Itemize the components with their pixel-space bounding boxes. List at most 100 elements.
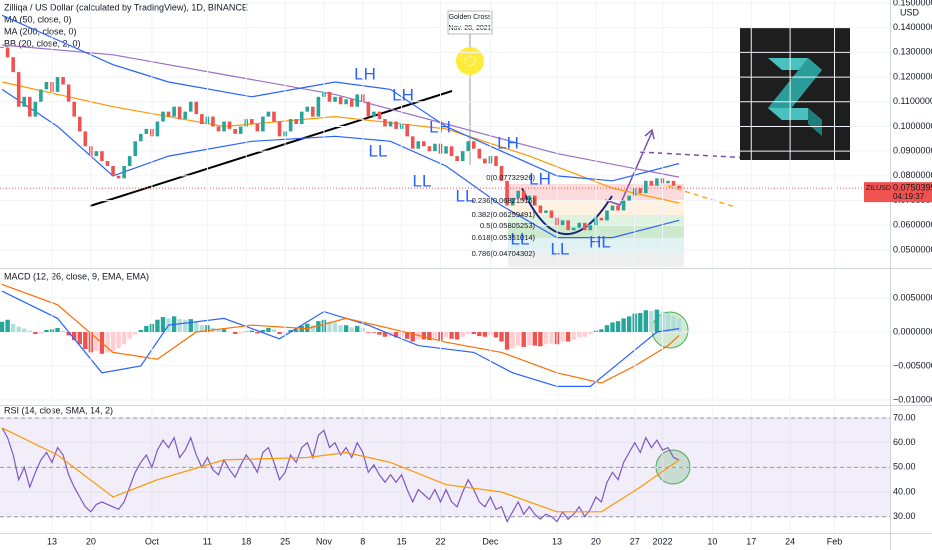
candle	[671, 180, 676, 186]
candle	[538, 205, 543, 213]
y-tick-label: 0.05000000	[893, 244, 932, 254]
x-tick-label: 20	[591, 536, 601, 546]
histogram-bar	[10, 323, 16, 333]
histogram-bar	[127, 332, 132, 339]
candle	[183, 111, 187, 120]
histogram-bar	[499, 332, 504, 342]
histogram-bar	[299, 325, 304, 333]
y-tick-label: 60.00	[893, 437, 916, 447]
x-tick-label: 2022	[652, 536, 672, 546]
candle	[388, 121, 393, 127]
candle	[527, 195, 532, 201]
candle	[516, 190, 520, 199]
histogram-bar	[55, 327, 60, 333]
candle	[116, 175, 121, 179]
golden-cross-marker	[456, 47, 484, 75]
histogram-bar	[443, 332, 449, 338]
candle	[666, 180, 670, 184]
histogram-bar	[393, 332, 399, 338]
candle	[372, 111, 376, 117]
histogram-bar	[22, 328, 27, 333]
histogram-bar	[160, 317, 166, 333]
candle	[416, 141, 421, 149]
histogram-bar	[366, 332, 371, 333]
y-tick-label: −0.00500000	[893, 360, 932, 370]
histogram-bar	[155, 319, 160, 333]
histogram-bar	[671, 315, 676, 333]
ma200-projection	[639, 151, 751, 159]
histogram-bar	[454, 332, 460, 340]
histogram-bar	[144, 325, 149, 333]
y-tick-label: 30.00	[893, 511, 916, 521]
histogram-bar	[133, 332, 138, 335]
candle	[327, 91, 332, 102]
histogram-bar	[510, 332, 515, 349]
pattern-label: LL	[551, 239, 570, 258]
fib-label: 0.786(0.04704302)	[472, 249, 536, 258]
y-tick-label: 70.00	[893, 412, 916, 422]
histogram-bar	[71, 332, 77, 341]
candle	[477, 148, 482, 159]
histogram-bar	[293, 329, 299, 333]
histogram-bar	[310, 325, 316, 333]
fib-label: 0.618(0.05351014)	[472, 233, 536, 242]
legend-entry: MA (200, close, 0)	[4, 26, 77, 36]
candle	[127, 156, 132, 166]
candle	[77, 116, 82, 132]
histogram-bar	[0, 321, 5, 333]
candle	[22, 96, 27, 107]
histogram-bar	[260, 329, 266, 333]
candle	[161, 111, 165, 122]
histogram-bar	[38, 332, 44, 334]
candle	[44, 82, 49, 90]
logo-shape	[768, 58, 822, 120]
candle	[655, 178, 659, 186]
histogram-bar	[349, 327, 354, 333]
candle	[138, 133, 143, 142]
candle	[222, 121, 226, 132]
histogram-bar	[194, 321, 199, 333]
callout-box	[447, 10, 493, 35]
candle	[100, 151, 104, 162]
series-line	[1, 427, 680, 524]
candle	[677, 185, 681, 189]
histogram-bar	[255, 332, 260, 334]
candle	[460, 151, 465, 162]
histogram-bar	[432, 332, 438, 339]
histogram-bar	[188, 319, 193, 333]
candle	[316, 96, 321, 117]
histogram-bar	[371, 332, 377, 333]
candle	[122, 165, 126, 179]
y-tick-label: 0.11000000	[893, 96, 932, 106]
x-tick-label: 27	[630, 536, 640, 546]
candle	[238, 126, 243, 134]
histogram-bar	[565, 332, 571, 342]
histogram-bar	[421, 332, 427, 340]
histogram-bar	[643, 310, 649, 333]
histogram-bar	[410, 332, 415, 342]
candle	[433, 143, 437, 152]
candle	[644, 180, 648, 194]
y-tick-label: 0.12000000	[893, 71, 932, 81]
fib-label: 0(0.07732926)	[486, 173, 535, 182]
histogram-bar	[221, 329, 227, 333]
candle	[5, 47, 10, 58]
histogram-bar	[493, 332, 499, 338]
candle	[33, 101, 38, 117]
histogram-bar	[515, 332, 521, 346]
histogram-bar	[216, 329, 221, 333]
histogram-bar	[327, 321, 332, 333]
histogram-bar	[610, 322, 615, 333]
candle	[649, 180, 654, 186]
x-tick-label: 8	[360, 536, 365, 546]
x-tick-label: 10	[707, 536, 717, 546]
candle	[394, 121, 398, 129]
fib-label: 0.236(0.06821516)	[472, 196, 536, 205]
y-tick-label: 0.15000000	[893, 0, 932, 7]
marker-dot	[464, 55, 476, 67]
x-tick-label: Nov	[316, 536, 333, 546]
histogram-bar	[110, 332, 116, 352]
y-tick-label: 0.09000000	[893, 146, 932, 156]
candle	[349, 99, 354, 107]
x-tick-label: 22	[435, 536, 445, 546]
